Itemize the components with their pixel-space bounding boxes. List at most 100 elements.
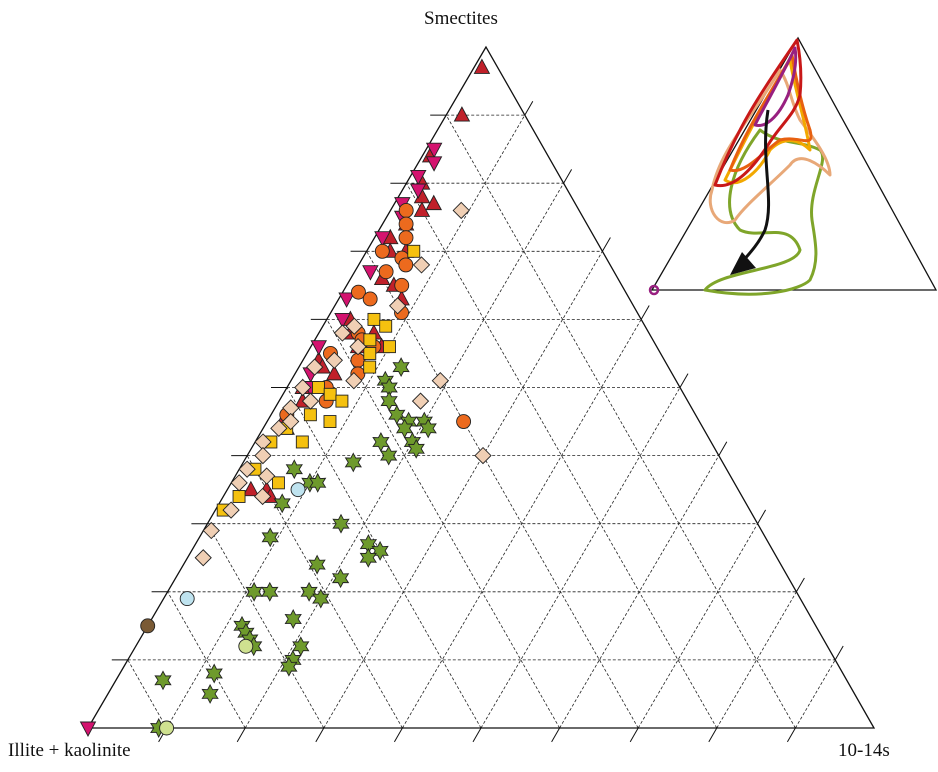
data-point (379, 319, 393, 333)
grid-line (127, 659, 167, 729)
data-point (254, 446, 272, 465)
data-point (284, 609, 302, 629)
data-point (332, 513, 350, 534)
data-point (394, 277, 410, 293)
data-point (285, 459, 303, 480)
grid-line (286, 387, 482, 729)
data-point (154, 670, 172, 691)
data-point (201, 683, 219, 704)
data-point (409, 183, 427, 199)
data-point (412, 256, 431, 274)
data-point (194, 549, 212, 567)
tick (834, 645, 844, 661)
data-point (205, 663, 223, 684)
data-point (179, 591, 195, 607)
data-point (334, 312, 351, 329)
data-point (261, 527, 279, 548)
data-point (273, 493, 291, 514)
tick (679, 373, 689, 388)
data-point (388, 404, 406, 425)
tick (393, 727, 403, 743)
data-point (271, 476, 285, 490)
grid-line (480, 387, 681, 729)
grid-line (366, 251, 639, 729)
data-point (380, 445, 398, 466)
grid-line (207, 523, 325, 729)
data-point (261, 581, 279, 602)
data-point (363, 347, 377, 360)
data-point (282, 412, 300, 431)
grid-line (406, 183, 718, 729)
data-point (308, 554, 326, 575)
inset-path (713, 38, 803, 188)
grid-line (326, 319, 560, 729)
data-point (301, 392, 320, 410)
data-point (371, 540, 389, 561)
data-point (425, 156, 443, 172)
grid-line (795, 659, 836, 729)
data-point (311, 381, 325, 394)
data-point (398, 257, 414, 273)
right-axis-label: 10-14s (838, 740, 890, 761)
data-points (79, 58, 492, 738)
grid-line (402, 319, 642, 729)
data-point (258, 467, 276, 485)
data-point (398, 202, 414, 218)
data-point (230, 474, 248, 492)
data-point (238, 460, 256, 478)
tick (795, 577, 805, 593)
grid-line (559, 455, 720, 729)
data-point (425, 142, 443, 159)
tick (563, 169, 573, 184)
data-point (310, 340, 327, 356)
tick (786, 727, 796, 743)
data-point (425, 194, 443, 211)
data-point (456, 414, 472, 429)
data-point (367, 312, 381, 326)
data-point (452, 201, 470, 220)
data-point (398, 230, 414, 246)
data-point (474, 446, 492, 465)
data-point (363, 333, 377, 347)
data-point (359, 547, 377, 568)
data-point (349, 338, 367, 356)
data-point (326, 364, 343, 381)
data-point (323, 387, 337, 401)
data-point (331, 568, 350, 589)
data-point (295, 435, 309, 449)
tick (708, 727, 718, 743)
data-point (312, 588, 330, 609)
data-point (362, 291, 378, 307)
data-point (290, 482, 306, 498)
data-point (309, 472, 327, 493)
chart-ticks (111, 100, 844, 743)
grid-line (637, 523, 758, 729)
data-point (389, 297, 407, 315)
data-point (300, 581, 318, 602)
inset-arrow-head (730, 252, 756, 275)
inset-path-start (648, 284, 660, 296)
tick (640, 305, 650, 320)
inset-arrow-line (740, 109, 771, 263)
data-point (253, 487, 272, 506)
data-point (159, 720, 175, 736)
data-point (372, 432, 390, 452)
data-point (79, 721, 97, 737)
data-point (238, 638, 254, 654)
data-point (335, 394, 349, 408)
tick (472, 727, 482, 743)
inset-diagram (648, 36, 938, 296)
data-point (407, 244, 421, 258)
data-point (380, 391, 398, 412)
data-point (453, 106, 471, 122)
data-point (294, 378, 312, 397)
tick (601, 237, 611, 252)
left-axis-label: Illite + kaolinite (8, 740, 131, 761)
top-axis-label: Smectites (424, 8, 498, 29)
tick (629, 727, 639, 743)
data-point (323, 415, 337, 428)
data-point (398, 216, 414, 232)
data-point (222, 501, 240, 519)
inset-path (703, 128, 825, 296)
